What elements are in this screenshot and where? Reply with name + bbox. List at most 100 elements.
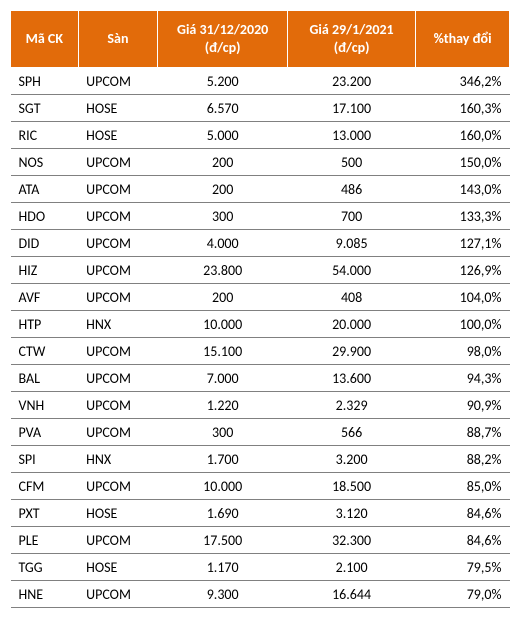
table-row: HTPHNX10.00020.000100,0% <box>11 311 510 338</box>
table-row: BALUPCOM7.00013.60094,3% <box>11 365 510 392</box>
cell-pct: 160,3% <box>416 95 510 122</box>
cell-p1: 17.500 <box>158 527 288 554</box>
col-header-change: %thay đổi <box>416 11 510 68</box>
table-row: SPHUPCOM5.20023.200346,2% <box>11 68 510 95</box>
cell-pct: 104,0% <box>416 284 510 311</box>
cell-ck: SPI <box>11 446 79 473</box>
cell-ck: TGG <box>11 554 79 581</box>
col-header-price2: Giá 29/1/2021 (đ/cp) <box>288 11 416 68</box>
col-header-exchange: Sàn <box>78 11 158 68</box>
table-row: SPIHNX1.7003.20088,2% <box>11 446 510 473</box>
cell-pct: 88,2% <box>416 446 510 473</box>
cell-san: UPCOM <box>78 257 158 284</box>
cell-san: HOSE <box>78 554 158 581</box>
cell-pct: 150,0% <box>416 149 510 176</box>
col-header-price1: Giá 31/12/2020 (đ/cp) <box>158 11 288 68</box>
table-row: HIZUPCOM23.80054.000126,9% <box>11 257 510 284</box>
cell-p2: 16.644 <box>288 581 416 608</box>
cell-ck: HTP <box>11 311 79 338</box>
cell-p1: 200 <box>158 284 288 311</box>
cell-p2: 17.100 <box>288 95 416 122</box>
cell-p1: 4.000 <box>158 230 288 257</box>
table-row: CFMUPCOM10.00018.50085,0% <box>11 473 510 500</box>
cell-ck: NOS <box>11 149 79 176</box>
cell-p2: 2.100 <box>288 554 416 581</box>
cell-p1: 10.000 <box>158 311 288 338</box>
cell-san: UPCOM <box>78 392 158 419</box>
table-row: PVAUPCOM30056688,7% <box>11 419 510 446</box>
table-row: RICHOSE5.00013.000160,0% <box>11 122 510 149</box>
table-row: CTWUPCOM15.10029.90098,0% <box>11 338 510 365</box>
cell-ck: CTW <box>11 338 79 365</box>
table-row: SGTHOSE6.57017.100160,3% <box>11 95 510 122</box>
cell-san: UPCOM <box>78 365 158 392</box>
cell-pct: 84,6% <box>416 527 510 554</box>
cell-pct: 127,1% <box>416 230 510 257</box>
cell-p2: 29.900 <box>288 338 416 365</box>
table-row: VNHUPCOM1.2202.32990,9% <box>11 392 510 419</box>
cell-ck: AVF <box>11 284 79 311</box>
cell-san: UPCOM <box>78 473 158 500</box>
cell-p2: 566 <box>288 419 416 446</box>
cell-pct: 85,0% <box>416 473 510 500</box>
cell-p2: 700 <box>288 203 416 230</box>
cell-ck: HDO <box>11 203 79 230</box>
cell-ck: HIZ <box>11 257 79 284</box>
cell-ck: DID <box>11 230 79 257</box>
cell-p1: 7.000 <box>158 365 288 392</box>
cell-p1: 300 <box>158 203 288 230</box>
table-header: Mã CK Sàn Giá 31/12/2020 (đ/cp) Giá 29/1… <box>11 11 510 68</box>
cell-ck: RIC <box>11 122 79 149</box>
cell-ck: SPH <box>11 68 79 95</box>
cell-ck: PLE <box>11 527 79 554</box>
cell-pct: 79,0% <box>416 581 510 608</box>
table-row: AVFUPCOM200408104,0% <box>11 284 510 311</box>
cell-p1: 15.100 <box>158 338 288 365</box>
cell-p2: 32.300 <box>288 527 416 554</box>
cell-san: HOSE <box>78 500 158 527</box>
cell-san: UPCOM <box>78 68 158 95</box>
cell-san: HOSE <box>78 95 158 122</box>
cell-p1: 10.000 <box>158 473 288 500</box>
cell-san: UPCOM <box>78 284 158 311</box>
cell-p1: 5.200 <box>158 68 288 95</box>
cell-ck: CFM <box>11 473 79 500</box>
cell-ck: HNE <box>11 581 79 608</box>
table-row: PLEUPCOM17.50032.30084,6% <box>11 527 510 554</box>
cell-san: UPCOM <box>78 230 158 257</box>
cell-p1: 6.570 <box>158 95 288 122</box>
table-row: PXTHOSE1.6903.12084,6% <box>11 500 510 527</box>
cell-p1: 9.300 <box>158 581 288 608</box>
cell-p2: 408 <box>288 284 416 311</box>
cell-san: HOSE <box>78 122 158 149</box>
cell-p2: 486 <box>288 176 416 203</box>
table-row: TGGHOSE1.1702.10079,5% <box>11 554 510 581</box>
cell-p2: 13.000 <box>288 122 416 149</box>
cell-pct: 143,0% <box>416 176 510 203</box>
cell-p2: 54.000 <box>288 257 416 284</box>
cell-pct: 88,7% <box>416 419 510 446</box>
cell-ck: PXT <box>11 500 79 527</box>
cell-p2: 20.000 <box>288 311 416 338</box>
cell-pct: 126,9% <box>416 257 510 284</box>
table-row: DIDUPCOM4.0009.085127,1% <box>11 230 510 257</box>
table-row: HDOUPCOM300700133,3% <box>11 203 510 230</box>
cell-ck: SGT <box>11 95 79 122</box>
cell-san: UPCOM <box>78 176 158 203</box>
cell-pct: 346,2% <box>416 68 510 95</box>
cell-p2: 13.600 <box>288 365 416 392</box>
cell-san: UPCOM <box>78 203 158 230</box>
cell-p1: 1.170 <box>158 554 288 581</box>
cell-p1: 200 <box>158 176 288 203</box>
cell-p2: 3.120 <box>288 500 416 527</box>
cell-p1: 1.220 <box>158 392 288 419</box>
cell-san: UPCOM <box>78 338 158 365</box>
stock-price-table: Mã CK Sàn Giá 31/12/2020 (đ/cp) Giá 29/1… <box>10 10 510 608</box>
cell-pct: 94,3% <box>416 365 510 392</box>
cell-san: UPCOM <box>78 581 158 608</box>
cell-p2: 9.085 <box>288 230 416 257</box>
cell-p2: 500 <box>288 149 416 176</box>
cell-pct: 98,0% <box>416 338 510 365</box>
cell-ck: VNH <box>11 392 79 419</box>
table-row: ATAUPCOM200486143,0% <box>11 176 510 203</box>
